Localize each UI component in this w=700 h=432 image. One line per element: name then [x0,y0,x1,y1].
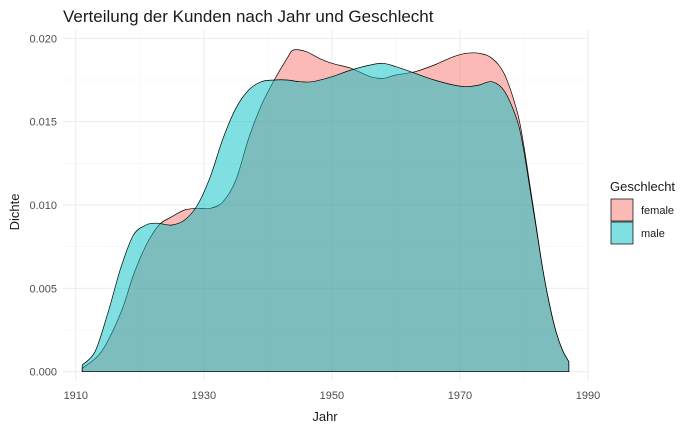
legend-label-male: male [641,228,665,240]
x-tick-label: 1930 [192,390,216,402]
x-tick-label: 1950 [320,390,344,402]
legend: Geschlecht female male [610,179,675,245]
chart-title: Verteilung der Kunden nach Jahr und Gesc… [63,7,434,26]
y-tick-label: 0.000 [29,367,57,379]
x-axis-ticks: 1910 1930 1950 1970 1990 [64,390,601,402]
y-tick-label: 0.015 [29,117,57,129]
x-tick-label: 1910 [64,390,88,402]
y-axis-ticks: 0.000 0.005 0.010 0.015 0.020 [29,33,57,378]
y-tick-label: 0.005 [29,283,57,295]
y-axis-title: Dichte [7,194,22,231]
x-tick-label: 1970 [448,390,472,402]
legend-key-male [610,221,634,245]
legend-key-female [610,198,634,222]
legend-label-female: female [641,205,674,217]
x-axis-title: Jahr [312,409,338,424]
legend-title: Geschlecht [610,179,675,194]
density-areas [81,49,570,373]
x-tick-label: 1990 [576,390,600,402]
y-tick-label: 0.020 [29,33,57,45]
legend-items: female male [610,198,674,245]
density-area-male [81,62,570,373]
y-tick-label: 0.010 [29,200,57,212]
